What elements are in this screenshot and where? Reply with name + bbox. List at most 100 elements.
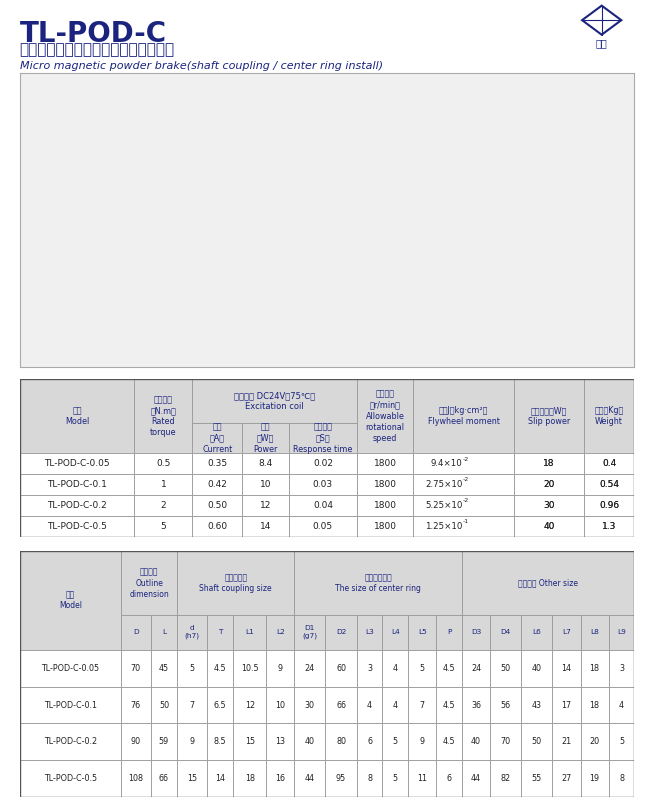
Bar <box>581 687 609 724</box>
Text: 9: 9 <box>420 738 424 746</box>
Bar <box>408 760 436 797</box>
Bar <box>408 650 436 687</box>
Bar <box>584 454 634 474</box>
Bar <box>609 687 634 724</box>
Text: 0.54: 0.54 <box>599 480 619 489</box>
Text: 重量（Kg）
Weight: 重量（Kg） Weight <box>594 406 624 426</box>
Text: 台菱: 台菱 <box>596 39 608 48</box>
Text: 額定轉矩
（N.m）
Rated
torque: 額定轉矩 （N.m） Rated torque <box>150 395 177 437</box>
Text: TL-POD-C: TL-POD-C <box>20 20 167 48</box>
Text: 40: 40 <box>471 738 481 746</box>
Text: 激磁線圈 DC24V（75℃）
Excitation coil: 激磁線圈 DC24V（75℃） Excitation coil <box>234 391 315 412</box>
Bar <box>462 760 490 797</box>
Text: 0.96: 0.96 <box>599 501 619 510</box>
Bar <box>242 516 289 537</box>
Bar <box>326 760 356 797</box>
Bar <box>177 687 207 724</box>
Text: L9: L9 <box>617 629 626 635</box>
Bar <box>192 454 242 474</box>
Bar <box>521 760 553 797</box>
Bar <box>521 615 553 650</box>
Bar <box>233 650 266 687</box>
Bar <box>20 724 121 760</box>
Bar <box>553 687 581 724</box>
Bar <box>242 474 289 495</box>
Bar <box>134 379 192 454</box>
Bar <box>408 615 436 650</box>
Bar <box>207 615 233 650</box>
Text: 40: 40 <box>543 522 555 531</box>
Bar <box>356 650 383 687</box>
Text: 18: 18 <box>590 700 600 709</box>
Text: 70: 70 <box>131 663 141 672</box>
Bar <box>177 551 294 615</box>
Text: 響應時間
（S）
Response time: 響應時間 （S） Response time <box>293 423 353 454</box>
Bar <box>462 650 490 687</box>
Bar <box>383 687 408 724</box>
Bar <box>436 724 462 760</box>
Text: 1800: 1800 <box>373 459 396 468</box>
Bar <box>609 724 634 760</box>
Text: 14: 14 <box>215 775 225 784</box>
Text: 0.4: 0.4 <box>602 459 616 468</box>
Bar <box>294 724 326 760</box>
Bar <box>553 615 581 650</box>
Bar <box>326 615 356 650</box>
Text: L1: L1 <box>245 629 254 635</box>
Text: 0.96: 0.96 <box>599 501 619 510</box>
Bar <box>121 760 150 797</box>
Bar <box>121 650 150 687</box>
Text: 4.5: 4.5 <box>443 738 455 746</box>
Text: L6: L6 <box>532 629 542 635</box>
Text: 4.5: 4.5 <box>443 663 455 672</box>
Bar <box>514 474 584 495</box>
Text: 1800: 1800 <box>373 480 396 489</box>
Bar <box>233 687 266 724</box>
Text: -2: -2 <box>463 498 470 504</box>
Text: 0.54: 0.54 <box>599 480 619 489</box>
Text: 0.4: 0.4 <box>602 459 616 468</box>
Bar <box>289 516 357 537</box>
Bar <box>242 495 289 516</box>
Bar <box>553 760 581 797</box>
Text: 3: 3 <box>367 663 372 672</box>
Text: T: T <box>218 629 222 635</box>
Text: 0.50: 0.50 <box>207 501 228 510</box>
Bar <box>207 760 233 797</box>
Bar <box>150 724 177 760</box>
Text: P: P <box>447 629 451 635</box>
Bar <box>242 454 289 474</box>
Bar <box>356 615 383 650</box>
Bar <box>289 474 357 495</box>
Bar <box>490 687 521 724</box>
Text: 18: 18 <box>543 459 555 468</box>
Bar <box>413 379 514 454</box>
Text: Micro magnetic powder brake(shaft coupling / center ring install): Micro magnetic powder brake(shaft coupli… <box>20 61 383 71</box>
Text: 82: 82 <box>500 775 511 784</box>
Text: 0.42: 0.42 <box>207 480 228 489</box>
Bar <box>289 495 357 516</box>
Text: 44: 44 <box>305 775 315 784</box>
Bar <box>294 687 326 724</box>
Bar <box>413 454 514 474</box>
Text: 56: 56 <box>500 700 511 709</box>
Text: 5: 5 <box>619 738 624 746</box>
Text: 9: 9 <box>278 663 283 672</box>
Text: 80: 80 <box>336 738 346 746</box>
Text: -2: -2 <box>463 457 470 462</box>
Bar <box>584 474 634 495</box>
Bar <box>357 474 413 495</box>
Bar <box>20 687 121 724</box>
Bar <box>266 650 294 687</box>
Text: TL-POD-C-0.5: TL-POD-C-0.5 <box>44 775 97 784</box>
Text: 4: 4 <box>367 700 372 709</box>
Text: 4.5: 4.5 <box>214 663 226 672</box>
Bar <box>584 495 634 516</box>
Bar <box>121 724 150 760</box>
Text: 止口支撐尺寸
The size of center ring: 止口支撐尺寸 The size of center ring <box>335 573 421 593</box>
Text: -2: -2 <box>463 478 470 483</box>
Text: 20: 20 <box>543 480 555 489</box>
Text: （軸聯結、止口支撐）微型磁粉制動器: （軸聯結、止口支撐）微型磁粉制動器 <box>20 42 175 57</box>
Text: 10.5: 10.5 <box>241 663 258 672</box>
Bar <box>584 516 634 537</box>
